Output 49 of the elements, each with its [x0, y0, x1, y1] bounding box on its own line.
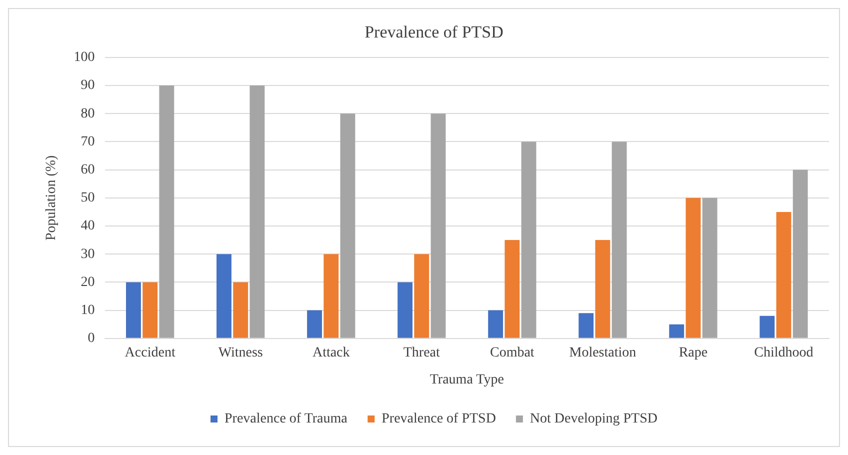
x-tick-label: Combat — [490, 345, 534, 360]
y-tick-label: 50 — [80, 190, 95, 206]
bar — [430, 114, 446, 338]
bar — [414, 254, 430, 338]
x-tick-label: Rape — [678, 345, 708, 360]
y-tick-label: 10 — [80, 302, 95, 318]
legend-label: Not Developing PTSD — [530, 412, 658, 427]
x-tick-label: Witness — [218, 345, 263, 360]
bar — [142, 282, 158, 338]
bar — [340, 114, 356, 338]
y-tick-label: 60 — [80, 162, 95, 178]
bar — [595, 240, 610, 338]
bar — [216, 254, 232, 338]
bar — [233, 282, 248, 338]
bar — [702, 198, 718, 338]
bar — [250, 86, 265, 338]
bar — [126, 282, 141, 338]
y-tick-label: 0 — [88, 331, 95, 346]
bar — [504, 240, 520, 338]
bar — [612, 142, 627, 338]
y-tick-label: 100 — [74, 50, 95, 66]
bar — [488, 310, 504, 338]
y-tick-label: 80 — [80, 106, 95, 122]
chart-title: Prevalence of PTSD — [364, 22, 504, 42]
x-tick-label: Childhood — [754, 345, 814, 360]
y-tick-label: 70 — [80, 134, 95, 150]
bar — [324, 254, 339, 338]
y-tick-label: 40 — [80, 218, 95, 234]
x-tick-label: Attack — [312, 345, 350, 360]
bar — [760, 316, 775, 338]
bar — [686, 198, 701, 338]
y-tick-label: 30 — [80, 246, 95, 262]
legend-label: Prevalence of Trauma — [224, 412, 348, 427]
bar — [776, 212, 792, 338]
bar — [307, 310, 322, 338]
x-axis-title: Trauma Type — [430, 372, 504, 388]
x-tick-label: Threat — [403, 345, 440, 360]
bar — [669, 324, 684, 338]
y-tick-label: 90 — [80, 78, 95, 94]
bar — [398, 282, 413, 338]
x-tick-label: Accident — [124, 345, 176, 360]
bar — [159, 86, 174, 338]
bar — [792, 170, 808, 338]
x-tick-label: Molestation — [569, 345, 636, 360]
y-axis-title: Population (%) — [44, 154, 60, 240]
bar — [578, 313, 594, 338]
bar — [521, 142, 536, 338]
legend-label: Prevalence of PTSD — [382, 412, 496, 427]
y-tick-label: 20 — [80, 274, 95, 290]
